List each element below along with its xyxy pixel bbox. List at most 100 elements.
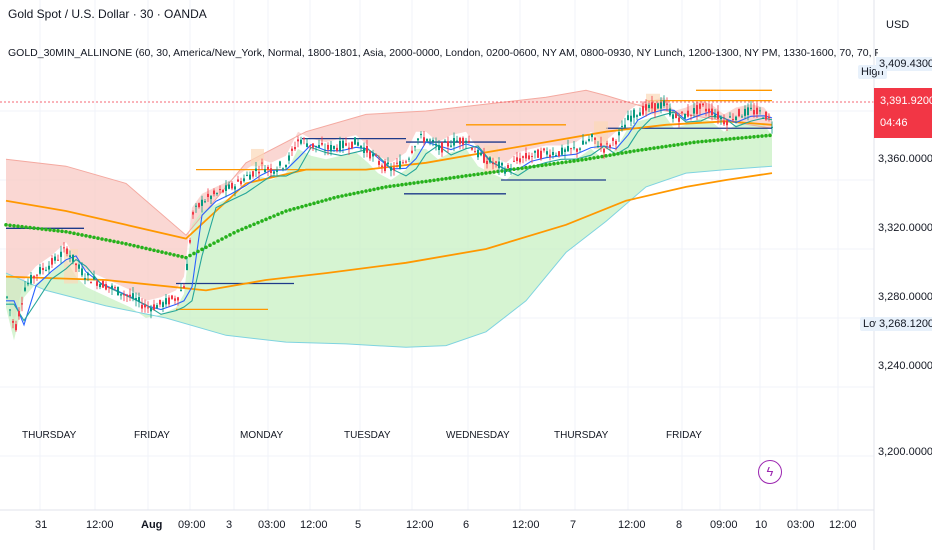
candle-body <box>24 287 26 291</box>
candle-body <box>555 155 557 157</box>
candle-body <box>699 103 701 109</box>
candle-body <box>762 117 764 119</box>
candle-body <box>330 144 332 152</box>
candle-body <box>537 149 539 158</box>
candle-body <box>705 108 707 112</box>
candle-body <box>549 154 551 158</box>
psar-dot <box>528 165 532 169</box>
currency-label[interactable]: USD <box>886 19 910 31</box>
psar-dot <box>484 171 488 175</box>
candle-body <box>561 147 563 155</box>
candle-body <box>726 120 728 126</box>
candle-body <box>33 276 35 279</box>
time-tick: 8 <box>676 519 683 531</box>
psar-dot <box>276 212 280 217</box>
psar-dot <box>552 161 556 166</box>
candle-body <box>693 108 695 114</box>
candle-body <box>150 308 152 312</box>
psar-dot <box>164 251 168 255</box>
psar-dot <box>232 230 236 235</box>
candle-body <box>630 115 632 122</box>
psar-dot <box>536 164 540 168</box>
psar-dot <box>88 234 92 239</box>
psar-dot <box>24 225 28 229</box>
candle-body <box>177 297 179 301</box>
psar-dot <box>32 226 36 230</box>
psar-dot <box>340 194 344 198</box>
candle-body <box>672 114 674 119</box>
day-label: FRIDAY <box>666 430 702 441</box>
psar-dot <box>616 151 620 156</box>
lightning-icon[interactable]: ϟ <box>758 460 782 484</box>
psar-dot <box>576 158 580 163</box>
psar-dot <box>584 157 588 162</box>
psar-dot <box>124 242 128 246</box>
candle-body <box>585 142 587 144</box>
psar-dot <box>60 229 64 234</box>
psar-dot <box>12 223 16 228</box>
candle-body <box>609 145 611 148</box>
candle-body <box>486 160 488 165</box>
psar-dot <box>512 167 516 172</box>
psar-dot <box>196 249 200 254</box>
candle-body <box>522 156 524 158</box>
candle-body <box>345 143 347 146</box>
candle-body <box>312 143 314 148</box>
candle-body <box>294 147 296 150</box>
candle-body <box>732 119 734 121</box>
candle-body <box>381 165 383 167</box>
psar-dot <box>176 253 180 258</box>
candle-body <box>612 138 614 141</box>
candle-body <box>63 247 65 249</box>
candle-body <box>369 151 371 159</box>
candle-body <box>285 164 287 168</box>
candle-body <box>639 112 641 116</box>
price-tick: 3,320.00000 <box>878 222 932 234</box>
psar-dot <box>712 138 716 143</box>
candle-body <box>327 144 329 150</box>
psar-dot <box>744 135 748 140</box>
psar-dot <box>480 171 484 176</box>
indicator-legend[interactable]: GOLD_30MIN_ALLINONE (60, 30, America/New… <box>8 47 878 59</box>
candle-body <box>759 110 761 112</box>
candle-body <box>21 303 23 305</box>
current-price-value: 3,391.92000 <box>880 95 932 107</box>
symbol-title[interactable]: Gold Spot / U.S. Dollar · 30 · OANDA <box>8 7 207 21</box>
candle-body <box>354 137 356 145</box>
candle-body <box>687 110 689 117</box>
psar-dot <box>648 146 652 151</box>
candle-body <box>309 145 311 147</box>
psar-dot <box>348 192 352 197</box>
candle-body <box>492 163 494 165</box>
candle-body <box>654 103 656 112</box>
psar-dot <box>688 141 692 145</box>
candle-body <box>81 268 83 276</box>
candle-body <box>564 149 566 152</box>
psar-dot <box>664 144 668 149</box>
psar-dot <box>80 233 84 237</box>
psar-dot <box>204 245 208 250</box>
day-label: FRIDAY <box>134 430 170 441</box>
psar-dot <box>268 215 272 220</box>
psar-dot <box>332 196 336 200</box>
candle-body <box>465 140 467 143</box>
candle-body <box>750 107 752 110</box>
psar-dot <box>292 207 296 211</box>
candle-body <box>588 139 590 141</box>
candle-body <box>282 168 284 170</box>
candle-body <box>651 102 653 109</box>
candle-body <box>690 114 692 116</box>
psar-dot <box>548 162 552 167</box>
psar-dot <box>320 199 324 203</box>
candle-body <box>642 105 644 115</box>
psar-dot <box>256 220 260 225</box>
psar-dot <box>412 181 416 185</box>
candle-body <box>360 145 362 149</box>
psar-dot <box>768 133 772 138</box>
candle-body <box>444 140 446 142</box>
candle-body <box>114 287 116 289</box>
candle-body <box>159 299 161 305</box>
candle-body <box>660 102 662 109</box>
bar-countdown: 04:46 <box>880 117 908 129</box>
